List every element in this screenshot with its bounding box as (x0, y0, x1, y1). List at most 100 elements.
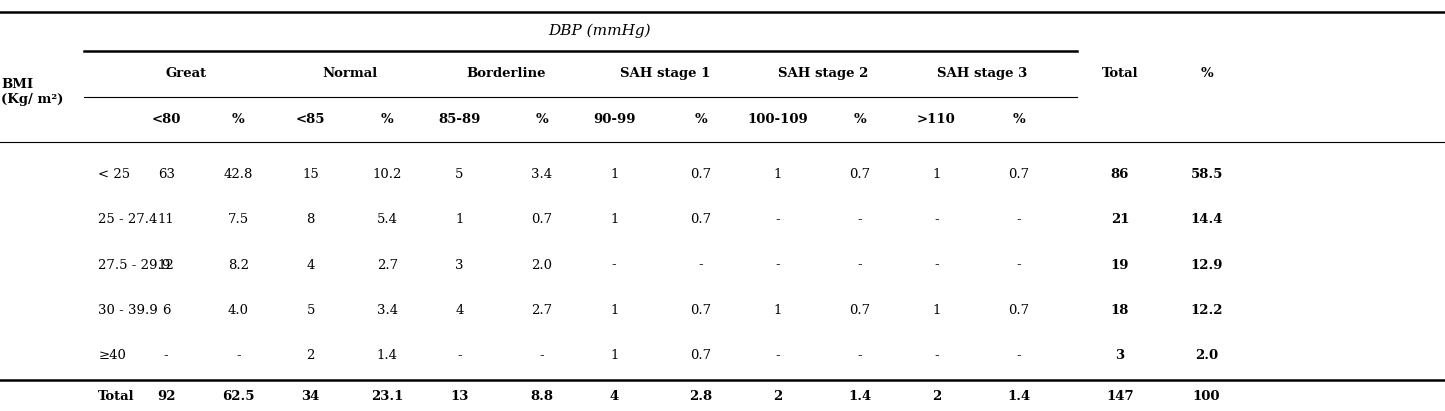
Text: 12: 12 (158, 259, 175, 272)
Text: 8.2: 8.2 (228, 259, 249, 272)
Text: 1: 1 (932, 168, 941, 181)
Text: >110: >110 (918, 113, 955, 126)
Text: <85: <85 (296, 113, 325, 126)
Text: 2.0: 2.0 (532, 259, 552, 272)
Text: %: % (695, 113, 707, 126)
Text: -: - (1016, 213, 1022, 226)
Text: 2.7: 2.7 (377, 259, 397, 272)
Text: Total: Total (1101, 67, 1139, 81)
Text: 100-109: 100-109 (747, 113, 808, 126)
Text: %: % (381, 113, 393, 126)
Text: 34: 34 (302, 390, 319, 403)
Text: SAH stage 3: SAH stage 3 (938, 67, 1027, 81)
Text: 8.8: 8.8 (530, 390, 553, 403)
Text: 25 - 27.4: 25 - 27.4 (98, 213, 158, 226)
Text: < 25: < 25 (98, 168, 130, 181)
Text: 0.7: 0.7 (691, 304, 711, 317)
Text: 1: 1 (773, 304, 782, 317)
Text: 1.4: 1.4 (848, 390, 871, 403)
Text: 15: 15 (302, 168, 319, 181)
Text: 3: 3 (1116, 349, 1124, 362)
Text: 0.7: 0.7 (850, 168, 870, 181)
Text: -: - (163, 349, 169, 362)
Text: 4: 4 (455, 304, 464, 317)
Text: ≥40: ≥40 (98, 349, 126, 362)
Text: 2.0: 2.0 (1195, 349, 1218, 362)
Text: 90-99: 90-99 (592, 113, 636, 126)
Text: -: - (611, 259, 617, 272)
Text: SAH stage 2: SAH stage 2 (779, 67, 868, 81)
Text: 10.2: 10.2 (373, 168, 402, 181)
Text: 4: 4 (306, 259, 315, 272)
Text: -: - (457, 349, 462, 362)
Text: %: % (1201, 67, 1212, 81)
Text: 42.8: 42.8 (224, 168, 253, 181)
Text: %: % (233, 113, 244, 126)
Text: BMI
(Kg/ m²): BMI (Kg/ m²) (1, 79, 64, 106)
Text: 1: 1 (773, 168, 782, 181)
Text: -: - (933, 213, 939, 226)
Text: 19: 19 (1111, 259, 1129, 272)
Text: -: - (775, 349, 780, 362)
Text: 7.5: 7.5 (228, 213, 249, 226)
Text: 3.4: 3.4 (377, 304, 397, 317)
Text: 0.7: 0.7 (532, 213, 552, 226)
Text: SAH stage 1: SAH stage 1 (620, 67, 709, 81)
Text: Great: Great (166, 67, 207, 81)
Text: %: % (854, 113, 866, 126)
Text: -: - (857, 259, 863, 272)
Text: 6: 6 (162, 304, 171, 317)
Text: %: % (536, 113, 548, 126)
Text: 5.4: 5.4 (377, 213, 397, 226)
Text: 23.1: 23.1 (371, 390, 403, 403)
Text: 1.4: 1.4 (377, 349, 397, 362)
Text: -: - (933, 259, 939, 272)
Text: 2.8: 2.8 (689, 390, 712, 403)
Text: 5: 5 (306, 304, 315, 317)
Text: 4: 4 (610, 390, 618, 403)
Text: 62.5: 62.5 (223, 390, 254, 403)
Text: 21: 21 (1111, 213, 1129, 226)
Text: 86: 86 (1111, 168, 1129, 181)
Text: 58.5: 58.5 (1191, 168, 1222, 181)
Text: 12.9: 12.9 (1191, 259, 1222, 272)
Text: -: - (236, 349, 241, 362)
Text: 1.4: 1.4 (1007, 390, 1030, 403)
Text: 18: 18 (1111, 304, 1129, 317)
Text: 14.4: 14.4 (1191, 213, 1222, 226)
Text: 2: 2 (932, 390, 941, 403)
Text: 63: 63 (158, 168, 175, 181)
Text: -: - (698, 259, 704, 272)
Text: 2: 2 (773, 390, 782, 403)
Text: Total: Total (98, 390, 134, 403)
Text: Borderline: Borderline (465, 67, 546, 81)
Text: <80: <80 (152, 113, 181, 126)
Text: 2.7: 2.7 (532, 304, 552, 317)
Text: -: - (775, 259, 780, 272)
Text: -: - (933, 349, 939, 362)
Text: 4.0: 4.0 (228, 304, 249, 317)
Text: 8: 8 (306, 213, 315, 226)
Text: 0.7: 0.7 (1009, 168, 1029, 181)
Text: -: - (1016, 259, 1022, 272)
Text: 2: 2 (306, 349, 315, 362)
Text: 147: 147 (1105, 390, 1134, 403)
Text: 0.7: 0.7 (691, 213, 711, 226)
Text: 0.7: 0.7 (691, 349, 711, 362)
Text: 0.7: 0.7 (1009, 304, 1029, 317)
Text: 5: 5 (455, 168, 464, 181)
Text: -: - (539, 349, 545, 362)
Text: Normal: Normal (322, 67, 379, 81)
Text: 1: 1 (932, 304, 941, 317)
Text: -: - (857, 349, 863, 362)
Text: -: - (1016, 349, 1022, 362)
Text: 30 - 39.9: 30 - 39.9 (98, 304, 158, 317)
Text: 0.7: 0.7 (850, 304, 870, 317)
Text: 0.7: 0.7 (691, 168, 711, 181)
Text: 3: 3 (455, 259, 464, 272)
Text: 13: 13 (451, 390, 468, 403)
Text: %: % (1013, 113, 1025, 126)
Text: 3.4: 3.4 (532, 168, 552, 181)
Text: 12.2: 12.2 (1191, 304, 1222, 317)
Text: 85-89: 85-89 (438, 113, 481, 126)
